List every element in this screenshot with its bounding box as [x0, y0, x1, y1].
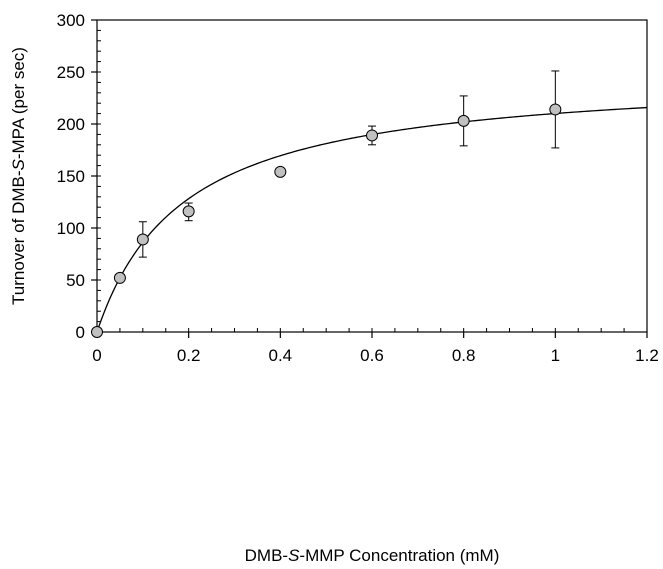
x-tick-label: 0.6 — [360, 346, 384, 365]
plot-frame-group — [96, 19, 648, 333]
data-point — [136, 233, 149, 246]
y-axis-ticks — [91, 19, 101, 333]
x-tick-label: 1 — [551, 346, 560, 365]
x-axis-ticks — [96, 328, 648, 338]
plot-frame — [96, 19, 648, 333]
x-tick-label: 0.2 — [177, 346, 201, 365]
y-tick-label: 250 — [57, 63, 85, 82]
y-axis-tick-labels: 0 50 100 150 200 250 300 — [57, 11, 85, 342]
x-tick-label: 1.2 — [635, 346, 659, 365]
data-point — [113, 271, 126, 284]
y-tick-label: 200 — [57, 115, 85, 134]
error-bars — [138, 70, 560, 258]
data-points — [91, 103, 562, 338]
y-axis-title: Turnover of DMB-S-MPA (per sec) — [9, 47, 28, 305]
data-point — [91, 326, 103, 338]
data-point — [366, 129, 378, 142]
x-tick-label: 0.4 — [269, 346, 293, 365]
y-tick-label: 150 — [57, 167, 85, 186]
data-point — [549, 103, 562, 116]
y-tick-label: 100 — [57, 219, 85, 238]
x-tick-label: 0 — [92, 346, 101, 365]
data-point — [457, 114, 470, 127]
data-point — [274, 165, 287, 178]
x-axis-title: DMB-S-MMP Concentration (mM) — [245, 546, 500, 565]
x-axis-tick-labels: 0 0.2 0.4 0.6 0.8 1 1.2 — [92, 346, 659, 365]
data-point — [182, 205, 195, 218]
y-tick-label: 50 — [66, 271, 85, 290]
y-tick-label: 300 — [57, 11, 85, 30]
y-tick-label: 0 — [76, 323, 85, 342]
x-tick-label: 0.8 — [452, 346, 476, 365]
